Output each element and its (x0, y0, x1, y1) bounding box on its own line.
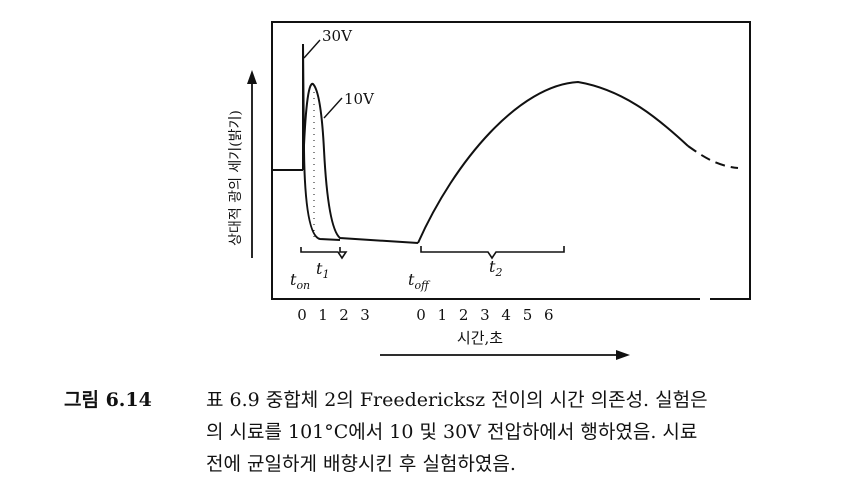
on-tick-0: 0 (297, 306, 307, 324)
recovery-curve-dashed (687, 145, 739, 169)
x-axis-label: 시간,초 (457, 329, 503, 347)
caption-number: 그림 6.14 (64, 389, 152, 411)
off-tick-2: 2 (459, 306, 469, 324)
off-tick-5: 5 (523, 306, 533, 324)
on-tick-2: 2 (339, 306, 349, 324)
label-t1: t1 (316, 259, 329, 281)
recovery-curve (417, 80, 689, 244)
off-tick-6: 6 (544, 306, 554, 324)
brace-t1 (300, 247, 348, 260)
off-tick-3: 3 (480, 306, 490, 324)
curve-30v (302, 43, 341, 241)
on-tick-1: 1 (318, 306, 328, 324)
label-10v: 10V (344, 90, 375, 108)
label-30v: 30V (322, 27, 353, 45)
off-tick-4: 4 (501, 306, 511, 324)
on-tick-3: 3 (360, 306, 370, 324)
caption-line-1: 표 6.9 중합체 2의 Freedericksz 전이의 시간 의존성. 실험… (206, 389, 708, 411)
caption-line-3: 전에 균일하게 배향시킨 후 실험하였음. (206, 453, 516, 475)
plot-frame (271, 21, 751, 300)
caption-line-2: 의 시료를 101°C에서 10 및 30V 전압하에서 행하였음. 시료 (206, 421, 698, 443)
x-axis-arrow (380, 350, 630, 360)
label-t-on: ton (290, 270, 310, 292)
off-tick-0: 0 (416, 306, 426, 324)
label-t-off: toff (408, 270, 431, 292)
y-axis-arrow (247, 70, 257, 258)
label-t2: t2 (489, 257, 502, 279)
brace-t2 (420, 246, 565, 260)
curve-10v (302, 82, 419, 244)
y-axis-label: 상대적 광의 세기(밝기) (228, 110, 244, 246)
off-tick-1: 1 (438, 306, 448, 324)
